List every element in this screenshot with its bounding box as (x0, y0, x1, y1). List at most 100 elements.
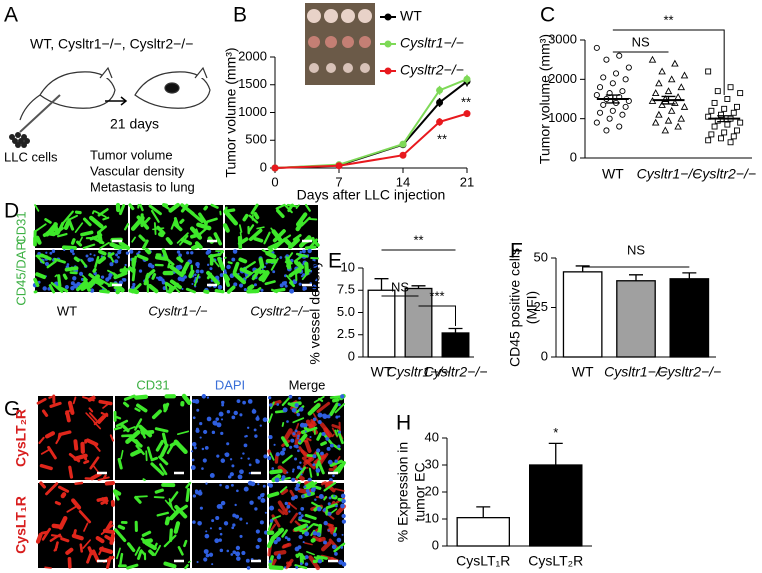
data-point (721, 105, 728, 112)
micrograph-dot (69, 248, 74, 253)
inset-tumor (343, 63, 353, 73)
micrograph-stroke (134, 394, 149, 400)
micrograph-stroke (169, 264, 184, 278)
micrograph-stroke (289, 489, 296, 499)
micrograph-dot (239, 469, 244, 475)
data-point (718, 111, 724, 118)
micrograph-dot (205, 250, 210, 255)
micrograph-stroke (99, 546, 114, 554)
micrograph-stroke (64, 266, 79, 272)
micrograph-stroke (39, 463, 53, 471)
x-tick-label: Cysltr1−/− (387, 364, 451, 380)
y-axis-label: % Expression in (395, 442, 411, 542)
micrograph-stroke (232, 271, 247, 285)
micrograph-stroke (294, 477, 299, 481)
micrograph (38, 483, 113, 568)
micrograph-stroke (118, 204, 126, 216)
x-tick-label: CysLT₁R (456, 553, 510, 569)
micrograph-stroke (115, 416, 122, 420)
micrograph-stroke (325, 480, 334, 487)
micrograph-stroke (107, 269, 117, 276)
micrograph-dot (317, 559, 323, 564)
micrograph-stroke (325, 503, 338, 510)
micrograph-dot (217, 285, 223, 290)
micrograph-stroke (136, 254, 149, 261)
micrograph-stroke (232, 261, 240, 274)
data-point (655, 110, 663, 118)
micrograph-stroke (57, 274, 62, 288)
micrograph-stroke (61, 245, 77, 251)
micrograph-stroke (87, 395, 96, 402)
micrograph-stroke (125, 430, 141, 444)
micrograph-stroke (303, 426, 309, 432)
micrograph-stroke (154, 488, 164, 494)
micrograph-stroke (280, 488, 289, 495)
micrograph-dot (337, 444, 341, 449)
data-point (680, 102, 689, 110)
micrograph-dot (299, 250, 302, 254)
micrograph-stroke (323, 427, 331, 439)
micrograph-stroke (131, 268, 136, 282)
micrograph-dot (76, 281, 81, 287)
error-bar (448, 327, 463, 333)
data-point (674, 122, 682, 130)
micrograph-stroke (58, 515, 68, 530)
micrograph-stroke (102, 474, 107, 479)
micrograph-stroke (213, 232, 223, 246)
micrograph-stroke (124, 223, 130, 231)
micrograph-stroke (78, 236, 83, 244)
micrograph-dot (237, 474, 243, 480)
data-point (737, 119, 744, 126)
micrograph-dot (341, 533, 344, 536)
micrograph-stroke (336, 461, 346, 474)
legend-marker (384, 67, 392, 75)
micrograph-dot (300, 507, 305, 511)
micrograph-stroke (123, 394, 136, 401)
data-point (616, 52, 623, 59)
micrograph-dot (247, 480, 253, 486)
data-point (661, 126, 670, 134)
micrograph-dot (294, 495, 298, 499)
micrograph-dot (253, 283, 257, 287)
micrograph-stroke (312, 523, 319, 527)
data-point (625, 64, 632, 71)
micrograph-stroke (238, 257, 248, 264)
micrograph-stroke (82, 539, 92, 549)
micrograph-stroke (276, 209, 285, 219)
micrograph-dot (205, 553, 210, 558)
micrograph-stroke (85, 412, 96, 423)
micrograph-stroke (73, 529, 77, 536)
micrograph-stroke (268, 413, 273, 424)
micrograph-dot (194, 273, 197, 277)
micrograph-stroke (158, 231, 165, 238)
x-tick-label: Cysltr2−/− (692, 166, 756, 182)
micrograph-stroke (48, 395, 53, 399)
micrograph-dot (316, 532, 321, 537)
micrograph-dot (138, 269, 143, 273)
micrograph-stroke (253, 236, 264, 243)
micrograph-dot (199, 422, 203, 426)
micrograph-stroke (137, 549, 143, 560)
micrograph-dot (236, 399, 241, 404)
micrograph-dot (125, 251, 130, 255)
inset-tumor (326, 63, 336, 73)
data-point (399, 151, 407, 159)
micrograph-dot (117, 255, 120, 259)
micrograph (192, 396, 267, 480)
y-tick-label: 50 (534, 249, 548, 264)
data-point (593, 119, 600, 126)
readout: Vascular density (90, 163, 185, 178)
micrograph-dot (276, 554, 282, 560)
micrograph-dot (336, 537, 342, 543)
micrograph-stroke (288, 237, 300, 250)
error-bar (717, 115, 732, 123)
micrograph-stroke (303, 456, 315, 466)
data-point (705, 137, 712, 144)
micrograph-dot (242, 400, 246, 405)
micrograph-stroke (44, 431, 56, 439)
micrograph-stroke (280, 436, 290, 448)
micrograph-stroke (196, 222, 212, 231)
micrograph-stroke (168, 202, 180, 213)
data-point (619, 111, 626, 118)
micrograph-stroke (287, 501, 298, 510)
